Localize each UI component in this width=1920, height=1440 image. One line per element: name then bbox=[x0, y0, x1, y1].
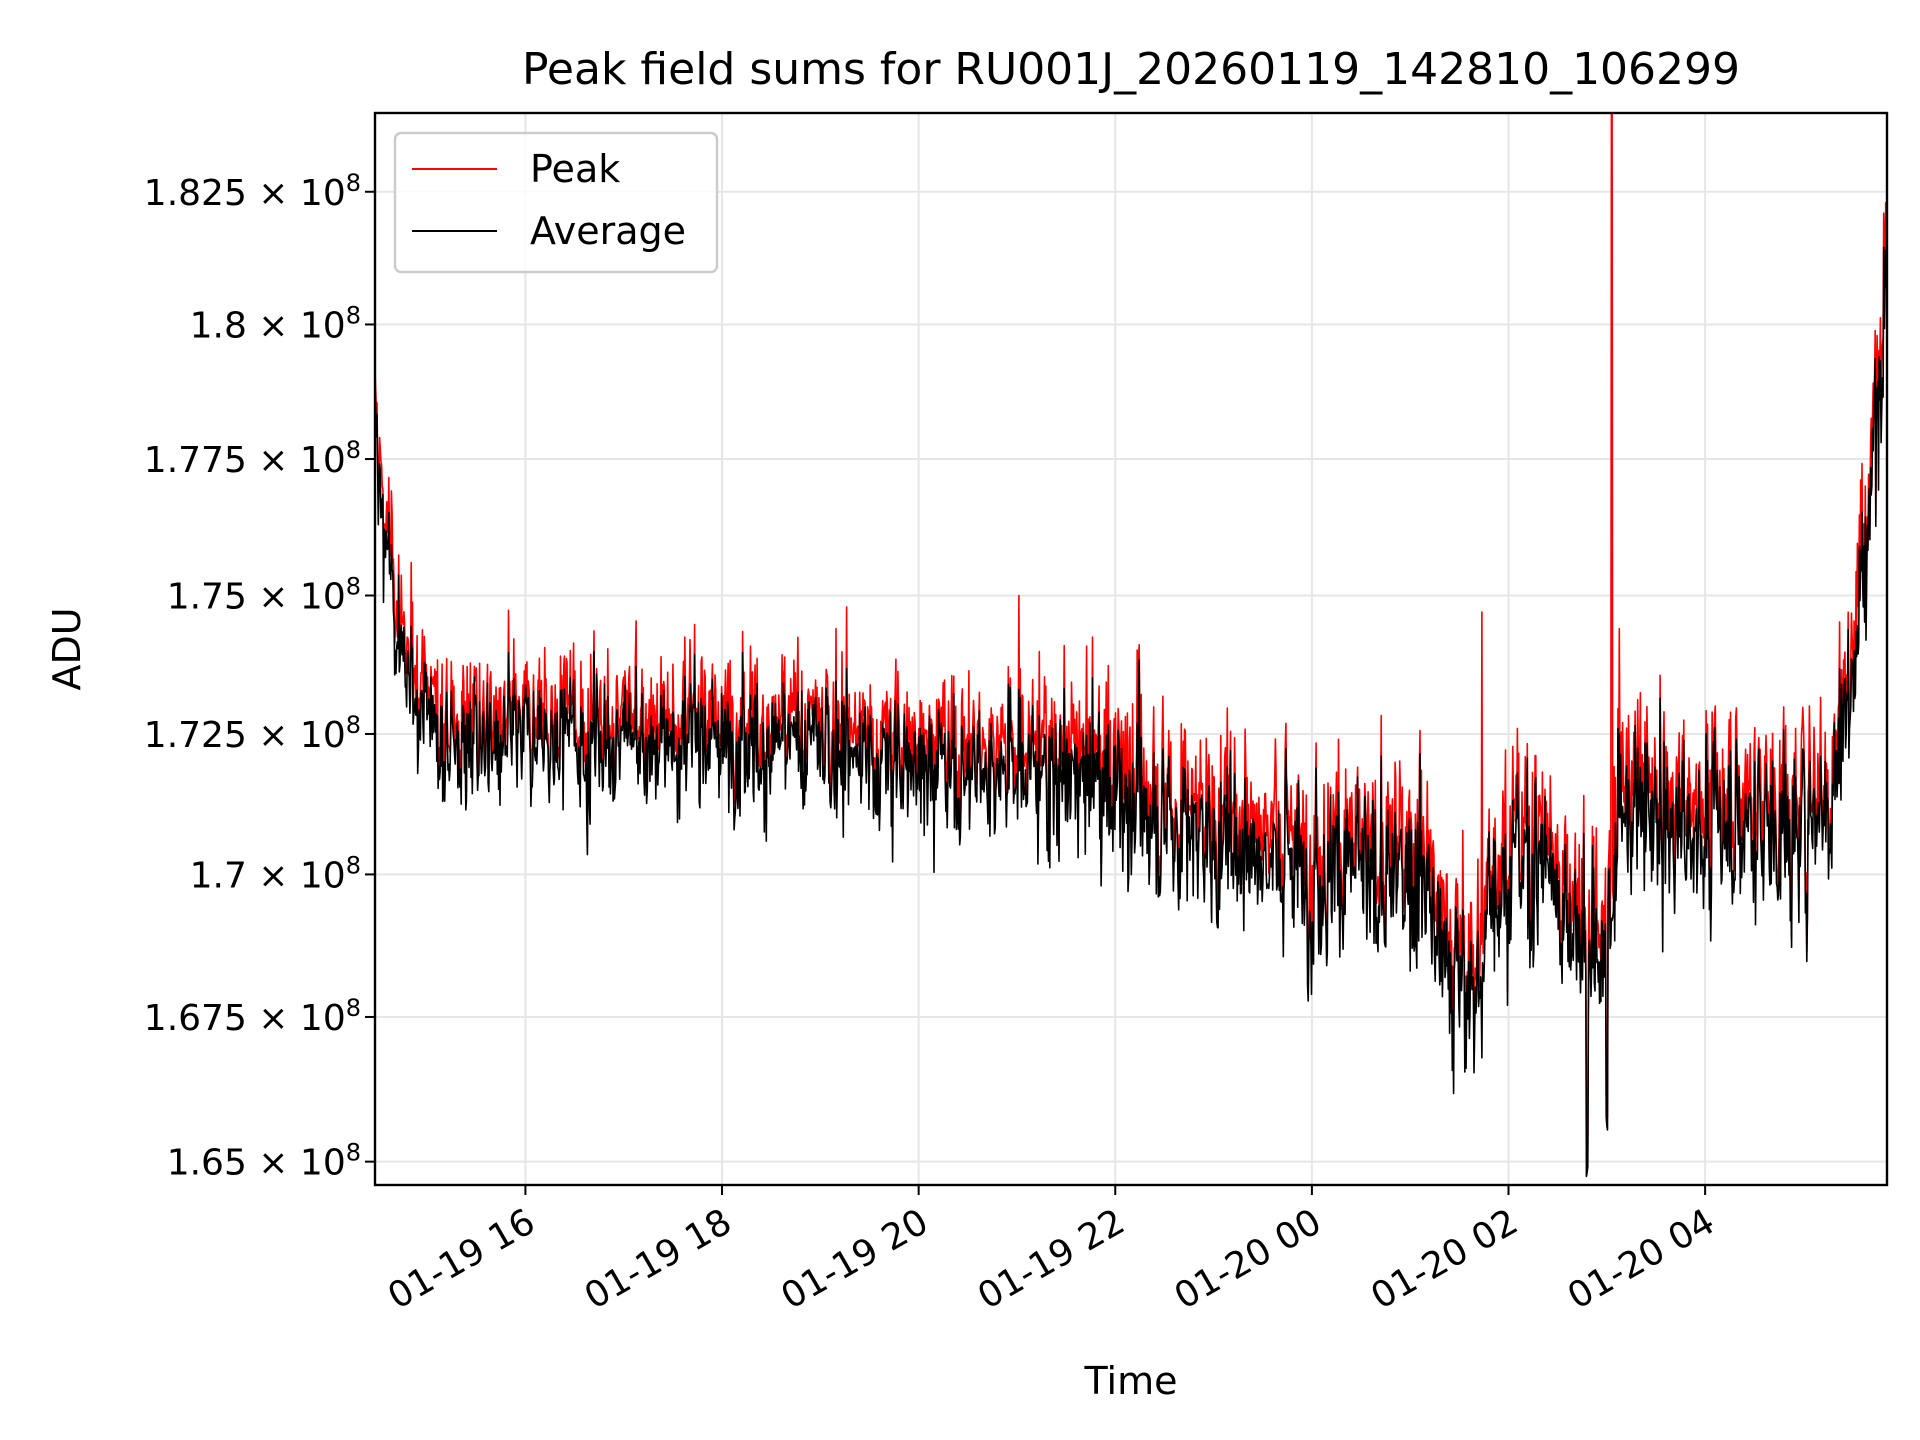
legend-box bbox=[393, 131, 719, 274]
x-axis-label: Time bbox=[1084, 1359, 1178, 1403]
y-tick-label: 1.775 × 108 bbox=[144, 436, 361, 481]
chart-title: Peak field sums for RU001J_20260119_1428… bbox=[522, 44, 1740, 95]
y-tick-label: 1.75 × 108 bbox=[167, 573, 361, 618]
series-layer bbox=[375, 113, 1887, 1178]
y-tick-label: 1.7 × 108 bbox=[190, 851, 361, 896]
legend-average-label: Average bbox=[530, 209, 686, 253]
y-axis: 1.65 × 108 1.675 × 108 1.7 × 108 1.725 × 10… bbox=[144, 169, 375, 1184]
legend: Peak Average bbox=[393, 131, 719, 274]
average-series-line bbox=[375, 246, 1887, 1178]
legend-peak-label: Peak bbox=[530, 147, 620, 191]
plot-frame bbox=[373, 111, 1889, 1187]
y-tick-label: 1.65 × 108 bbox=[167, 1139, 361, 1184]
y-tick-label: 1.8 × 108 bbox=[190, 301, 361, 346]
y-tick-label: 1.675 × 108 bbox=[144, 994, 361, 1039]
y-tick-label: 1.725 × 108 bbox=[144, 711, 361, 756]
y-axis-label: ADU bbox=[45, 607, 89, 690]
y-tick-label: 1.825 × 108 bbox=[144, 169, 361, 214]
